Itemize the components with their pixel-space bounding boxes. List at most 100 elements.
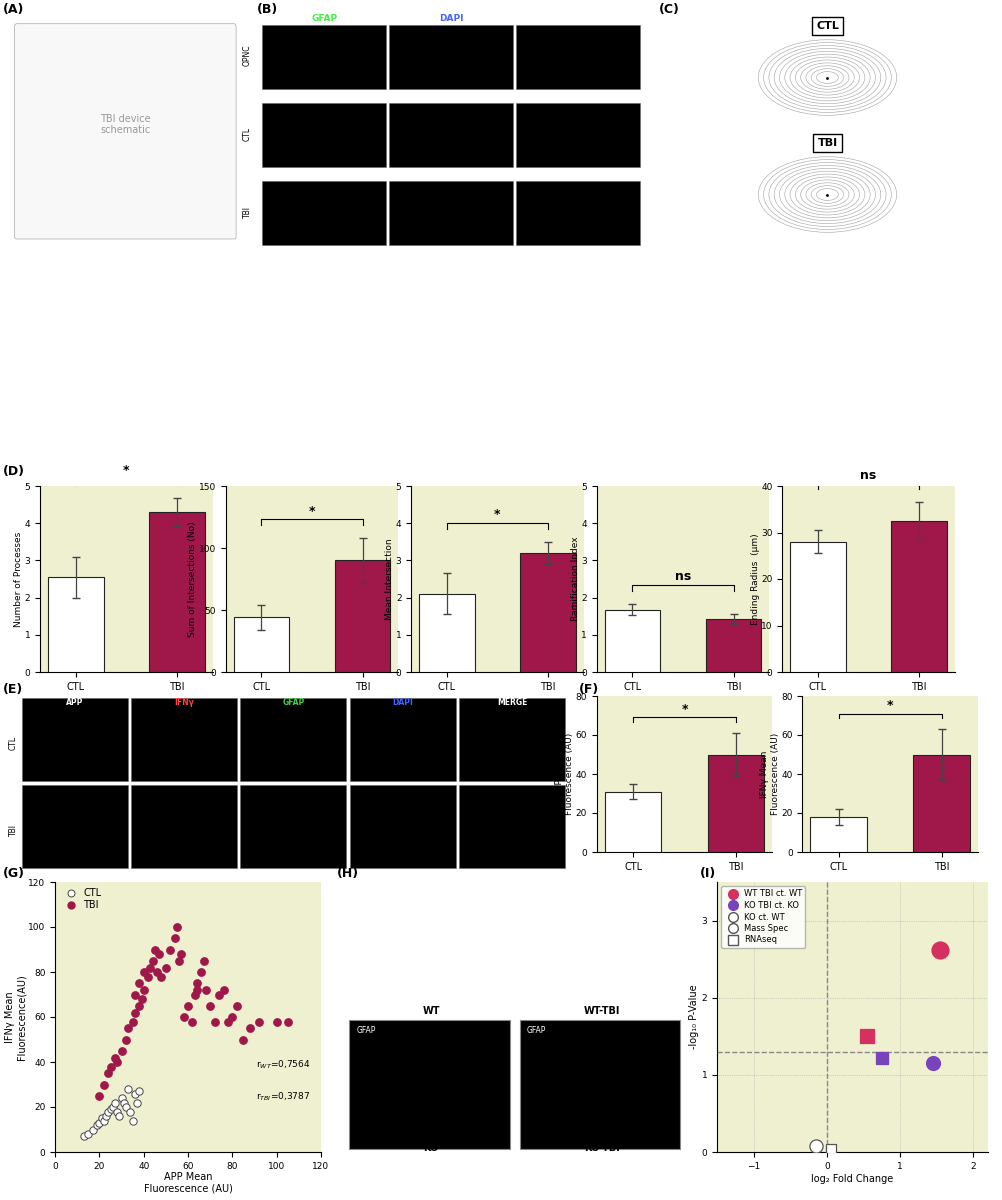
X-axis label: log₂ Fold Change: log₂ Fold Change [811,1174,893,1183]
Point [107,1093,123,1112]
Text: *: * [309,505,315,517]
Bar [131,697,236,781]
Text: *: * [680,703,687,716]
Text: *: * [494,509,500,521]
Y-axis label: Sum of Intersections (No): Sum of Intersections (No) [188,521,197,637]
Y-axis label: Ending Radius  (μm): Ending Radius (μm) [749,533,759,625]
Point [100,1102,116,1121]
Point [144,952,160,971]
Bar [131,785,236,869]
Point [129,1093,145,1112]
Text: r$_{TBI}$=0,3787: r$_{TBI}$=0,3787 [256,1091,310,1104]
Text: KO-TBI: KO-TBI [583,1144,619,1153]
Bar [263,103,386,167]
Bar [350,785,455,869]
Text: (A): (A) [3,2,24,16]
Point [157,958,173,977]
Point [184,1012,200,1031]
Point [135,980,151,1000]
Point [241,1019,258,1038]
Point [113,1088,129,1108]
Y-axis label: IFNγ Mean
Fluorescence (AU): IFNγ Mean Fluorescence (AU) [760,733,779,815]
Y-axis label: Mean Intersection: Mean Intersection [385,538,394,620]
Text: GFAP: GFAP [282,697,305,707]
Point [149,962,165,982]
Text: APP: APP [66,697,83,707]
Point [122,1102,138,1121]
Text: GFAP: GFAP [526,1026,546,1034]
Point [91,1086,107,1105]
Bar [516,181,639,245]
Bar [22,785,127,869]
Bar [520,553,575,672]
Text: TBI: TBI [242,205,252,217]
Point [118,1030,134,1049]
Point [186,985,202,1004]
Point [224,1008,240,1027]
Bar [22,697,127,781]
Bar [459,697,564,781]
Bar [519,1157,679,1200]
Point [808,1136,824,1156]
Bar [389,25,513,89]
Point [91,1114,107,1133]
Point [107,1048,123,1067]
Point [822,1139,838,1158]
Point [151,944,167,964]
Text: IFNγ: IFNγ [174,697,193,707]
Point [89,1116,105,1135]
Text: GFAP: GFAP [356,1163,376,1171]
Y-axis label: IFNγ Mean
Fluorescence(AU): IFNγ Mean Fluorescence(AU) [5,974,27,1060]
Point [193,962,209,982]
Text: *: * [123,464,129,478]
Point [126,1084,143,1103]
Point [124,1012,140,1031]
Text: GFAP: GFAP [356,1026,376,1034]
Text: DAPI: DAPI [439,14,463,23]
Bar [389,103,513,167]
Bar [707,755,764,852]
Point [250,1012,267,1031]
Text: TBI: TBI [9,824,18,836]
Bar [349,1157,509,1200]
Text: WT-TBI: WT-TBI [583,1007,619,1016]
Point [873,1049,889,1068]
Text: CTL: CTL [242,127,252,140]
Point [109,1102,125,1121]
Point [235,1030,252,1049]
Point [146,940,162,959]
Text: (E): (E) [3,684,23,696]
Text: (D): (D) [3,464,24,478]
Point [131,996,147,1015]
Point [197,980,213,1000]
Bar [516,103,639,167]
Text: (H): (H) [337,868,359,880]
Point [96,1111,112,1130]
Point [126,1003,143,1022]
Point [924,1054,940,1073]
Text: KO: KO [423,1144,439,1153]
Point [175,1008,191,1027]
Point [140,967,156,986]
Bar [335,560,390,672]
Bar [459,785,564,869]
Point [126,985,143,1004]
Bar [810,817,866,852]
Point [195,952,211,971]
Text: (F): (F) [579,684,599,696]
Point [180,996,196,1015]
Point [135,962,151,982]
Point [280,1012,296,1031]
Text: (C): (C) [658,2,679,16]
Bar [349,1020,509,1148]
Bar [240,697,346,781]
Text: TBI device
schematic: TBI device schematic [100,114,150,136]
Bar [913,755,969,852]
Point [269,1012,285,1031]
Text: CTL: CTL [9,736,18,750]
Text: (B): (B) [257,2,278,16]
Bar [263,181,386,245]
Text: *: * [886,698,893,712]
X-axis label: APP Mean
Fluorescence (AU): APP Mean Fluorescence (AU) [143,1172,232,1194]
FancyBboxPatch shape [15,24,235,239]
